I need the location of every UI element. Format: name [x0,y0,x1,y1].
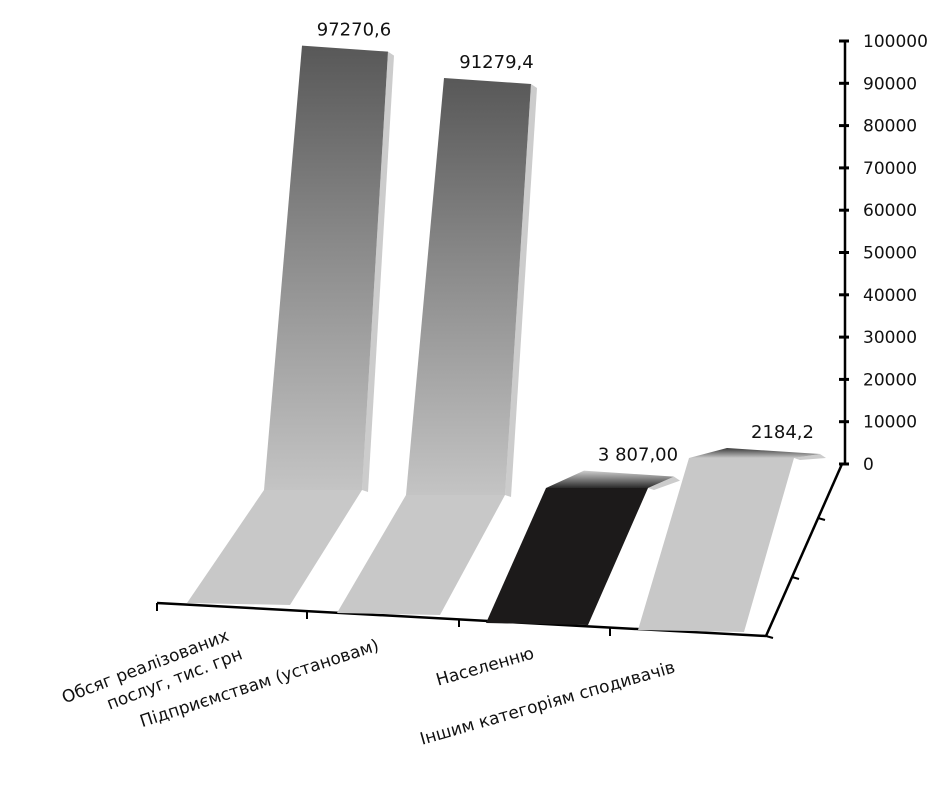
depth-tick-2 [817,517,826,521]
bar-floor-3 [638,458,794,632]
bar-side-0 [362,51,394,492]
y-tick-label-8: 80000 [863,117,917,137]
bar-floor-2 [486,488,648,625]
bar-0 [264,45,388,490]
category-label-2: Населенню [434,644,536,691]
depth-tick-1 [791,576,800,580]
bar-side-1 [505,83,537,497]
y-tick-label-3: 30000 [863,328,917,348]
category-labels: Обсяг реалізованихпослуг, тис. грнПідпри… [59,626,677,750]
category-label-2-line-0: Населенню [434,644,536,691]
bar-1 [406,77,531,495]
bar-side-3 [794,454,826,460]
bar-floor-0 [187,490,362,605]
y-axis: 0 10000 20000 30000 40000 50000 60000 70000 8000… [839,32,928,475]
bars [187,45,826,632]
depth-axis-line [764,463,844,637]
data-label-2: 3 807,00 [598,445,678,466]
y-tick-label-9: 90000 [863,74,917,94]
bar-2 [546,470,674,488]
data-labels: 97270,6 91279,4 3 807,00 2184,2 [317,20,814,466]
y-tick-label-5: 50000 [863,244,917,264]
data-label-0: 97270,6 [317,20,391,41]
bar-floor-1 [337,495,505,615]
bar-3 [689,448,820,458]
depth-tick-0 [765,635,774,639]
y-tick-label-7: 70000 [863,159,917,179]
data-label-3: 2184,2 [751,422,814,443]
y-tick-label-6: 60000 [863,201,917,221]
y-tick-label-4: 40000 [863,286,917,306]
y-tick-label-0: 0 [863,455,874,475]
data-label-1: 91279,4 [459,52,533,73]
y-tick-label-10: 100000 [863,32,928,52]
y-tick-label-1: 10000 [863,413,917,433]
y-tick-label-2: 20000 [863,370,917,390]
bar-side-2 [648,476,680,490]
